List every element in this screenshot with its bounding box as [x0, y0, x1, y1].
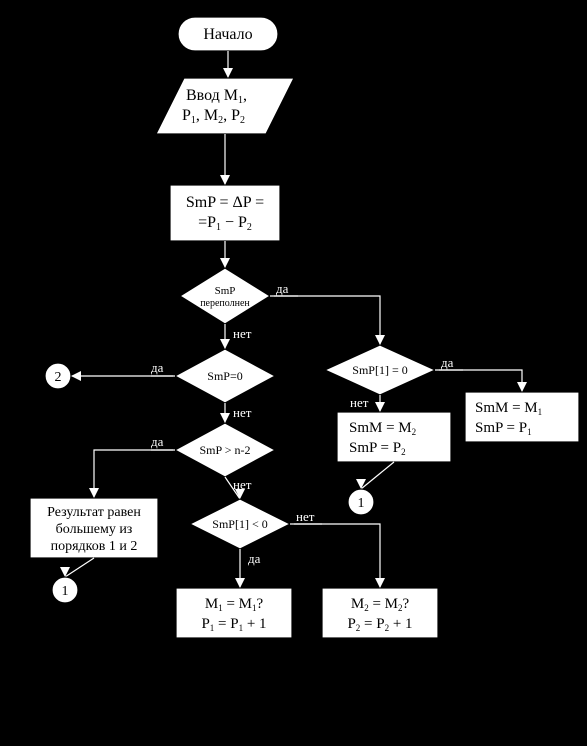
- svg-text:да: да: [441, 355, 454, 370]
- svg-text:да: да: [151, 360, 164, 375]
- svg-text:нет: нет: [233, 477, 252, 492]
- svg-text:1: 1: [358, 496, 365, 511]
- svg-text:SmP[1] = 0: SmP[1] = 0: [352, 363, 407, 377]
- svg-text:SmP = P2: SmP = P2: [349, 440, 406, 457]
- svg-text:SmP = P1: SmP = P1: [475, 420, 532, 437]
- svg-text:переполнен: переполнен: [200, 298, 250, 309]
- svg-text:Начало: Начало: [203, 26, 252, 43]
- svg-text:большему из: большему из: [56, 522, 133, 537]
- svg-text:SmM = M1: SmM = M1: [475, 400, 542, 417]
- svg-text:Результат равен: Результат равен: [47, 505, 141, 520]
- svg-text:SmM = M2: SmM = M2: [349, 420, 416, 437]
- svg-text:1: 1: [62, 584, 69, 599]
- svg-text:2: 2: [55, 370, 62, 385]
- svg-text:да: да: [151, 434, 164, 449]
- svg-text:=P1 − P2: =P1 − P2: [198, 214, 252, 233]
- svg-text:да: да: [248, 551, 261, 566]
- svg-text:SmP[1] < 0: SmP[1] < 0: [212, 517, 267, 531]
- svg-text:порядков 1 и 2: порядков 1 и 2: [51, 539, 138, 554]
- svg-text:SmP=0: SmP=0: [207, 369, 242, 383]
- svg-text:да: да: [276, 281, 289, 296]
- svg-text:нет: нет: [296, 509, 315, 524]
- svg-text:SmP = ΔP =: SmP = ΔP =: [186, 194, 264, 211]
- svg-text:Ввод M1,: Ввод M1,: [186, 87, 247, 106]
- svg-text:SmP: SmP: [215, 285, 236, 297]
- svg-text:SmP > n-2: SmP > n-2: [200, 443, 251, 457]
- svg-text:нет: нет: [350, 395, 369, 410]
- svg-text:нет: нет: [233, 405, 252, 420]
- svg-text:нет: нет: [233, 326, 252, 341]
